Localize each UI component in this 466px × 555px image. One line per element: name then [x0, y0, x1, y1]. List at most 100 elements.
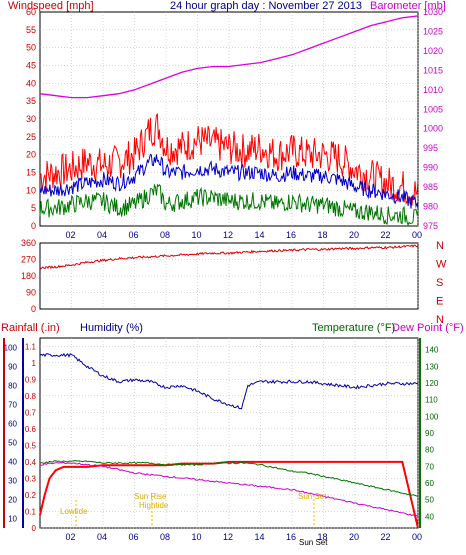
windspeed-tick-label: 10 — [26, 185, 36, 195]
bottom-x-tick-label: 04 — [97, 532, 107, 542]
temperature-axis-bar — [419, 338, 421, 528]
sunset-x-annotation: Sun Set — [299, 538, 328, 547]
bottom-x-tick-label: 18 — [318, 532, 328, 542]
rainfall-tick-label: 1.1 — [25, 342, 37, 351]
direction-tick-label: 270 — [21, 255, 36, 265]
compass-label: N — [436, 240, 444, 252]
rainfall-axis-label: Rainfall (.in) — [1, 322, 60, 334]
wind-x-tick-label: 16 — [286, 230, 296, 240]
temperature-tick-label: 110 — [425, 396, 438, 405]
humidity-tick-label: 100 — [4, 344, 18, 353]
temperature-tick-label: 140 — [425, 346, 439, 355]
barometer-tick-label: 985 — [423, 182, 438, 192]
wind-x-tick-label: 00 — [412, 230, 422, 240]
windspeed-tick-label: 45 — [26, 61, 36, 71]
temperature-tick-label: 120 — [425, 379, 439, 388]
wind-series-line — [39, 113, 419, 206]
direction-tick-label: 90 — [26, 288, 36, 298]
rainfall-tick-label: 0.4 — [25, 458, 37, 467]
wind-x-tick-label: 02 — [66, 230, 76, 240]
bottom-x-axis: 02 04 06 08 10 12 14 16 18 20 22 00 — [66, 532, 423, 542]
temperature-tick-label: 70 — [425, 462, 434, 471]
humidity-axis-bar — [22, 338, 24, 528]
temperature-axis: 40 50 60 70 80 90 100 110 120 130 140 — [425, 346, 439, 522]
bottom-plot-area — [39, 337, 419, 529]
compass-label: N — [436, 314, 444, 326]
rainfall-tick-label: 0 — [32, 524, 37, 533]
humidity-tick-label: 90 — [8, 363, 17, 372]
bottom-x-tick-label: 14 — [255, 532, 265, 542]
rainfall-axis-bar — [3, 338, 5, 528]
barometer-axis: 975 980 985 990 995 1000 1005 1010 1015 1020 1025 1… — [423, 7, 443, 231]
barometer-tick-label: 1015 — [423, 65, 443, 75]
dew-point-line — [39, 461, 419, 517]
rainfall-tick-label: 1 — [32, 359, 37, 368]
humidity-tick-label: 30 — [8, 477, 17, 486]
barometer-line — [39, 15, 419, 99]
direction-axis: 0 90 180 270 360 — [21, 238, 36, 314]
humidity-tick-label: 40 — [8, 458, 17, 467]
wind-series — [39, 15, 419, 227]
humidity-tick-label: 50 — [8, 439, 17, 448]
rainfall-tick-label: 0.5 — [25, 441, 37, 450]
humidity-tick-label: 80 — [8, 382, 17, 391]
temperature-tick-label: 90 — [425, 429, 434, 438]
bottom-x-tick-label: 20 — [349, 532, 359, 542]
windspeed-tick-label: 30 — [26, 114, 36, 124]
windspeed-tick-label: 55 — [26, 25, 36, 35]
wind-x-tick-label: 22 — [381, 230, 391, 240]
humidity-line — [39, 352, 418, 410]
temperature-tick-label: 80 — [425, 446, 434, 455]
wind-x-tick-label: 04 — [97, 230, 107, 240]
temperature-line — [39, 460, 419, 497]
bottom-x-tick-label: 02 — [66, 532, 76, 542]
dew-point-axis-label: Dew Point (°F) — [392, 322, 464, 334]
barometer-tick-label: 995 — [423, 143, 438, 153]
humidity-axis-label: Humidity (%) — [80, 322, 143, 334]
direction-tick-label: 0 — [31, 304, 36, 314]
windspeed-tick-label: 50 — [26, 43, 36, 53]
windspeed-axis-label: Windspeed [mph] — [8, 0, 94, 12]
compass-label: S — [436, 277, 443, 289]
rainfall-tick-label: 0.2 — [25, 491, 37, 500]
wind-x-axis: 02 04 06 08 10 12 14 16 18 20 22 00 — [66, 230, 423, 240]
rainfall-tick-label: 0.3 — [25, 474, 37, 483]
bottom-x-tick-label: 12 — [223, 532, 233, 542]
wind-x-tick-label: 14 — [255, 230, 265, 240]
chart-title: 24 hour graph day : November 27 2013 — [170, 0, 362, 12]
humidity-tick-label: 20 — [8, 496, 17, 505]
rainfall-axis: 0 0.1 0.2 0.3 0.4 0.5 0.6 0.7 0.8 0.9 1 1.1 — [25, 342, 37, 533]
wind-x-tick-label: 12 — [223, 230, 233, 240]
wind-left-axis: 0 5 10 15 20 25 30 35 40 45 50 55 60 — [26, 7, 36, 231]
wind-x-tick-label: 18 — [318, 230, 328, 240]
direction-series — [39, 244, 419, 270]
windspeed-tick-label: 0 — [31, 221, 36, 231]
temperature-tick-label: 50 — [425, 496, 434, 505]
bottom-grid — [40, 338, 419, 529]
windspeed-tick-label: 60 — [26, 7, 36, 17]
compass-label: W — [436, 259, 447, 271]
barometer-tick-label: 1005 — [423, 104, 443, 114]
rainfall-tick-label: 0.9 — [25, 375, 37, 384]
wind-series-line — [39, 183, 419, 227]
direction-tick-label: 360 — [21, 238, 36, 248]
temperature-tick-label: 40 — [425, 512, 434, 521]
direction-line — [39, 244, 419, 270]
humidity-tick-label: 10 — [8, 515, 17, 524]
direction-tick-label: 180 — [21, 271, 36, 281]
bottom-x-tick-label: 10 — [192, 532, 202, 542]
temperature-axis-label: Temperature (°F) — [312, 322, 395, 334]
barometer-tick-label: 1000 — [423, 124, 443, 134]
barometer-tick-label: 980 — [423, 202, 438, 212]
bottom-x-tick-label: 16 — [286, 532, 296, 542]
bottom-x-tick-label: 00 — [412, 532, 422, 542]
windspeed-tick-label: 40 — [26, 78, 36, 88]
temperature-tick-label: 60 — [425, 479, 434, 488]
humidity-axis: 10 20 30 40 50 60 70 80 90 100 — [4, 344, 18, 524]
barometer-tick-label: 1020 — [423, 46, 443, 56]
temperature-tick-label: 100 — [425, 412, 439, 421]
bottom-series — [39, 352, 419, 529]
